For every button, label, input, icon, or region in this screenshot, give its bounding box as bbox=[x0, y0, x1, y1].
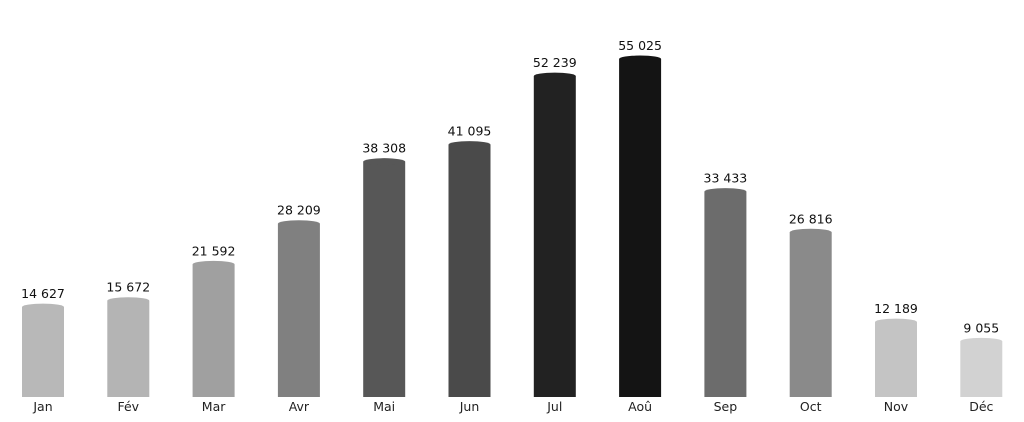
bar-cap bbox=[704, 188, 747, 196]
category-label: Sep bbox=[714, 399, 738, 414]
category-label: Nov bbox=[884, 399, 909, 414]
value-label: 12 189 bbox=[874, 301, 918, 316]
bar-body bbox=[619, 59, 662, 397]
bar-cap bbox=[22, 303, 64, 311]
bar-déc bbox=[960, 337, 1003, 397]
bar-body bbox=[363, 161, 406, 397]
bar-aoû bbox=[619, 55, 662, 397]
category-label: Oct bbox=[800, 399, 822, 414]
bar-jan bbox=[22, 303, 64, 397]
bar-cap bbox=[875, 318, 917, 326]
value-label: 9 055 bbox=[963, 320, 999, 335]
value-label: 15 672 bbox=[106, 280, 150, 295]
bar-cap bbox=[789, 228, 832, 236]
bar-body bbox=[192, 264, 235, 397]
bar-body bbox=[533, 76, 576, 397]
bar-body bbox=[875, 322, 917, 397]
bar-fév bbox=[107, 297, 150, 397]
bars-group bbox=[22, 55, 1003, 397]
bar-body bbox=[22, 307, 64, 397]
bar-cap bbox=[960, 337, 1003, 345]
category-label: Aoû bbox=[628, 399, 652, 414]
category-label: Mar bbox=[202, 399, 226, 414]
value-label: 14 627 bbox=[21, 286, 65, 301]
bar-cap bbox=[448, 141, 491, 149]
bar-body bbox=[277, 223, 320, 397]
bar-jul bbox=[533, 72, 576, 397]
bar-sep bbox=[704, 188, 747, 397]
value-labels-group: 14 627 15 672 21 592 28 209 38 308 41 095 52 2… bbox=[21, 38, 999, 335]
category-labels-group: Jan Fév Mar Avr Mai Jun Jul Aoû Sep Oct Nov Déc bbox=[32, 399, 993, 414]
category-label: Jul bbox=[546, 399, 562, 414]
bar-cap bbox=[533, 72, 576, 80]
value-label: 33 433 bbox=[704, 171, 748, 186]
value-label: 21 592 bbox=[192, 243, 236, 258]
bar-body bbox=[448, 144, 491, 397]
bar-cap bbox=[363, 158, 406, 166]
bar-body bbox=[960, 341, 1003, 397]
bar-nov bbox=[875, 318, 917, 397]
category-label: Fév bbox=[117, 399, 139, 414]
bar-cap bbox=[107, 297, 150, 305]
bar-body bbox=[789, 232, 832, 397]
bar-cap bbox=[192, 260, 235, 268]
bar-mai bbox=[363, 158, 406, 397]
bar-oct bbox=[789, 228, 832, 397]
value-label: 41 095 bbox=[448, 124, 492, 139]
value-label: 52 239 bbox=[533, 55, 577, 70]
bar-jun bbox=[448, 141, 491, 397]
category-label: Jun bbox=[459, 399, 480, 414]
bar-body bbox=[704, 191, 747, 397]
category-label: Déc bbox=[969, 399, 993, 414]
value-label: 26 816 bbox=[789, 211, 833, 226]
bar-cap bbox=[277, 220, 320, 228]
bar-avr bbox=[277, 220, 320, 397]
bar-body bbox=[107, 300, 150, 397]
value-label: 38 308 bbox=[362, 141, 406, 156]
value-label: 55 025 bbox=[618, 38, 662, 53]
category-label: Mai bbox=[373, 399, 395, 414]
bar-cap bbox=[619, 55, 662, 63]
category-label: Avr bbox=[289, 399, 310, 414]
bar-mar bbox=[192, 260, 235, 397]
category-label: Jan bbox=[32, 399, 52, 414]
value-label: 28 209 bbox=[277, 203, 321, 218]
